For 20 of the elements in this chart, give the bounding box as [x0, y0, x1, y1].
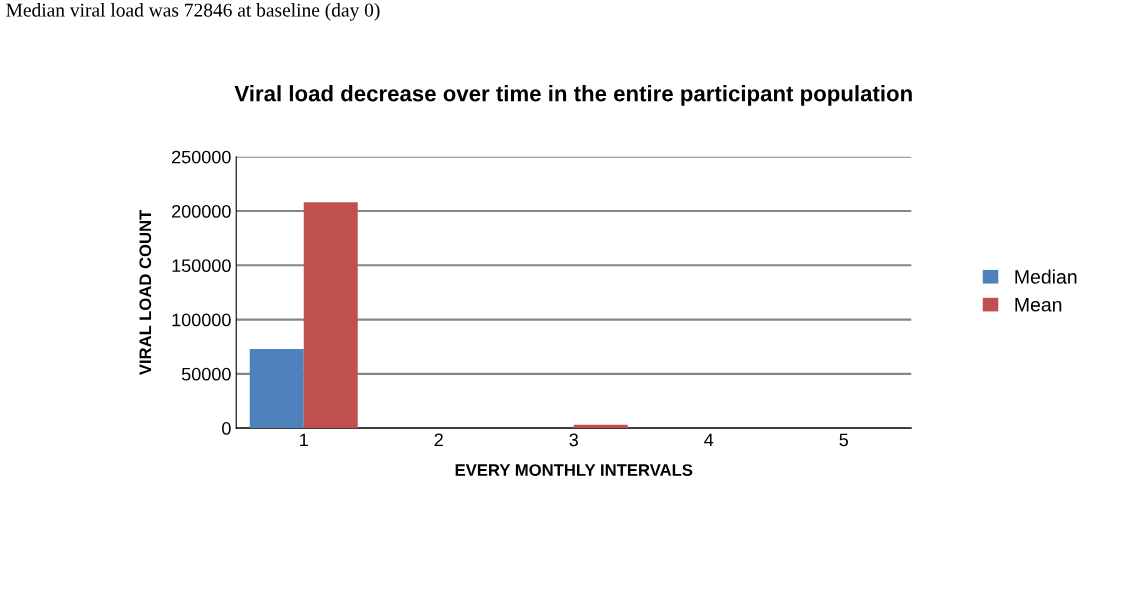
x-tick-label: 1 [300, 433, 308, 447]
y-tick-label: 0 [222, 422, 231, 435]
x-tick-label: 5 [839, 433, 849, 447]
legend-label: Mean [1015, 298, 1062, 312]
x-tick-label: 3 [569, 433, 578, 447]
y-tick-label: 150000 [172, 259, 231, 273]
legend-label: Median [1015, 269, 1077, 284]
text: Median viral load was 72846 at baseline (day 0) [6, 3, 380, 21]
bar [303, 202, 358, 429]
y-tick-label: 200000 [172, 204, 231, 218]
y-tick-label: 50000 [181, 367, 231, 381]
bar [249, 348, 304, 429]
chart-title: Viral load decrease over time in the entire participant population [234, 85, 912, 106]
bar [573, 424, 628, 429]
y-tick-label: 100000 [172, 313, 231, 327]
y-tick-label: 250000 [172, 150, 231, 164]
x-tick-label: 2 [434, 433, 443, 447]
x-tick-label: 4 [704, 433, 714, 447]
y-axis-title: VIRAL LOAD COUNT [139, 209, 152, 376]
x-axis-title: EVERY MONTHLY INTERVALS [455, 464, 693, 476]
